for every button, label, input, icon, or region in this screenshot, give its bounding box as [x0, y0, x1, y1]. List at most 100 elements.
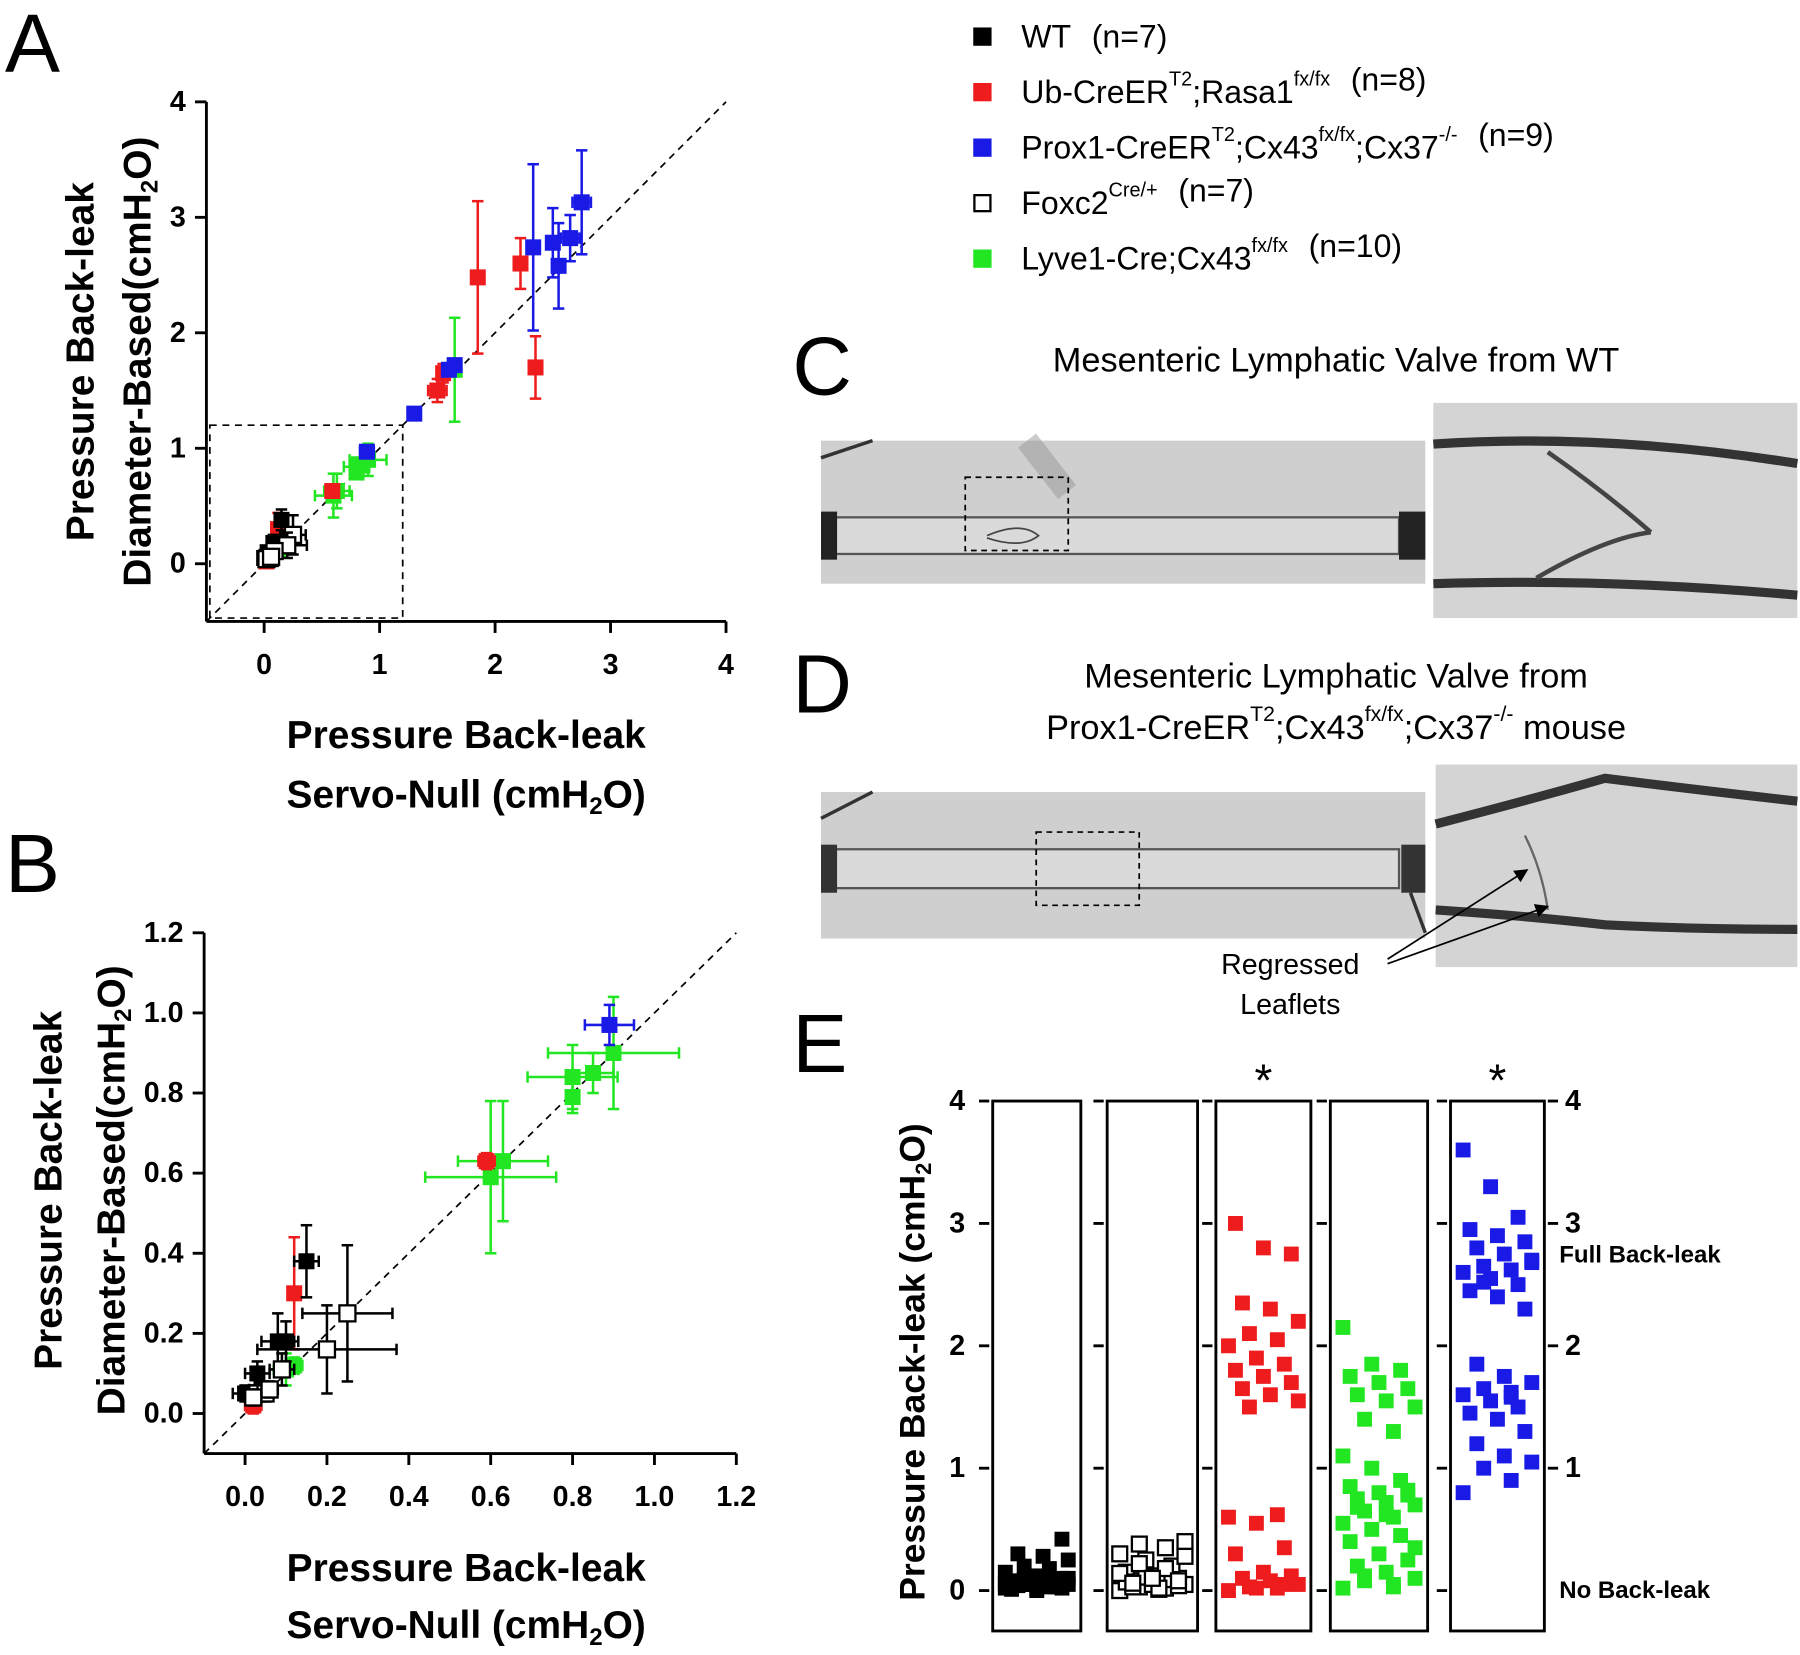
image-title-part: ;Cx37 [1404, 709, 1494, 747]
data-point [1476, 1258, 1492, 1274]
y-tick-label: 0.6 [144, 1157, 184, 1189]
data-point [1283, 1375, 1299, 1390]
image-title-part: -/- [1493, 702, 1513, 726]
data-point [1407, 1540, 1423, 1556]
y-axis-label-part: Pressure Back-leak [27, 1010, 70, 1369]
data-point [1490, 1289, 1505, 1305]
data-point [406, 405, 423, 422]
legend-label-part: Lyve1-Cre;Cx43 [1021, 241, 1251, 277]
data-point [1503, 1262, 1519, 1278]
data-point [317, 1340, 337, 1359]
y-axis-label-part: Pressure Back-leak [59, 182, 102, 541]
x-tick-label: 0.8 [553, 1481, 593, 1513]
data-point [1476, 1381, 1492, 1397]
y-axis-label: Pressure Back-leak [59, 182, 102, 541]
legend-label-part: -/- [1439, 124, 1458, 146]
data-point [1276, 1540, 1292, 1556]
legend-label-part: Ub-CreER [1021, 74, 1169, 110]
data-point [1248, 1350, 1264, 1366]
y-tick-label: 4 [170, 86, 186, 118]
data-point [601, 1016, 618, 1033]
legend-marker [973, 193, 992, 213]
data-point [324, 482, 341, 500]
y-tick-label: 2 [170, 317, 186, 349]
data-point [1221, 1509, 1236, 1525]
legend-label-part: fx/fx [1294, 68, 1330, 90]
y-tick-label: 4 [949, 1085, 965, 1117]
y-axis-label-part: Pressure Back-leak (cmH [893, 1175, 933, 1601]
legend-label: WT (n=7) [1021, 19, 1167, 55]
significance-label: * [1489, 1055, 1507, 1106]
data-point [1349, 1387, 1365, 1403]
data-point [244, 1388, 263, 1407]
data-point [446, 357, 463, 374]
data-point [482, 1169, 499, 1186]
data-point [1371, 1485, 1387, 1501]
legend-count: (n=7) [1178, 172, 1254, 208]
data-point [1378, 1564, 1394, 1580]
data-point [1378, 1393, 1394, 1409]
data-point [1407, 1570, 1423, 1586]
data-point [1455, 1387, 1471, 1403]
data-point [478, 1153, 495, 1170]
y2-tick-label: 4 [1565, 1085, 1581, 1117]
data-point [261, 547, 281, 566]
data-point [1400, 1482, 1416, 1498]
data-point [1496, 1368, 1512, 1384]
data-point [1407, 1399, 1423, 1415]
image-title-part: fx/fx [1365, 702, 1404, 726]
data-point [1364, 1460, 1380, 1476]
data-point [1510, 1277, 1526, 1293]
data-point [1469, 1356, 1485, 1372]
legend-count: (n=7) [1092, 19, 1168, 55]
y-tick-label: 1 [170, 432, 186, 464]
data-point [544, 234, 561, 251]
data-point [1124, 1574, 1142, 1592]
data-point [1143, 1569, 1161, 1587]
data-point [1255, 1368, 1271, 1384]
legend-label-part: ;Cx37 [1355, 130, 1439, 166]
image-title-part: Mesenteric Lymphatic Valve from [1084, 657, 1588, 695]
y-axis-label-part: O) [893, 1123, 933, 1162]
legend-label: Lyve1-Cre;Cx43fx/fx (n=10) [1021, 228, 1402, 277]
y-tick-label: 0.4 [144, 1237, 184, 1269]
y-tick-label: 1 [949, 1452, 965, 1484]
image-title-part: T2 [1250, 702, 1275, 726]
y-tick-label: 0.8 [144, 1077, 184, 1109]
data-point [1130, 1535, 1148, 1553]
data-point [1276, 1577, 1292, 1592]
image-title-part: ;Cx43 [1275, 709, 1365, 747]
y2-tick-label: 3 [1565, 1207, 1581, 1239]
data-point [550, 257, 567, 274]
data-point [1335, 1580, 1351, 1596]
legend-label: Ub-CreERT2;Rasa1fx/fx (n=8) [1021, 61, 1426, 110]
data-point [277, 1333, 295, 1350]
data-point [1517, 1424, 1533, 1439]
legend-marker [973, 82, 992, 102]
data-point [286, 1285, 303, 1302]
x-tick-label: 1.0 [635, 1481, 675, 1513]
data-point [1262, 1387, 1278, 1403]
data-point [1476, 1274, 1492, 1290]
data-point [1111, 1564, 1129, 1583]
data-point [1357, 1411, 1373, 1427]
y-tick-label: 3 [170, 201, 186, 233]
data-point [1364, 1356, 1380, 1372]
y-tick-label: 0 [170, 548, 186, 580]
data-point [1349, 1499, 1365, 1515]
micrograph-c [820, 402, 1799, 619]
y-axis-label: Diameter-Based(cmH2O) [90, 965, 137, 1415]
y-axis-label-part: 2 [136, 180, 163, 193]
data-point [1228, 1546, 1243, 1562]
x-tick-label: 0.4 [389, 1481, 429, 1513]
data-point [1221, 1338, 1236, 1354]
data-point [1335, 1515, 1351, 1531]
x-axis-label-part: Servo-Null (cmH [287, 1604, 590, 1647]
data-point [1455, 1264, 1471, 1280]
data-point [1054, 1580, 1070, 1596]
legend-label-part: WT [1021, 19, 1071, 55]
data-point [1255, 1564, 1271, 1580]
data-point [1490, 1411, 1505, 1427]
data-point [1010, 1546, 1026, 1562]
